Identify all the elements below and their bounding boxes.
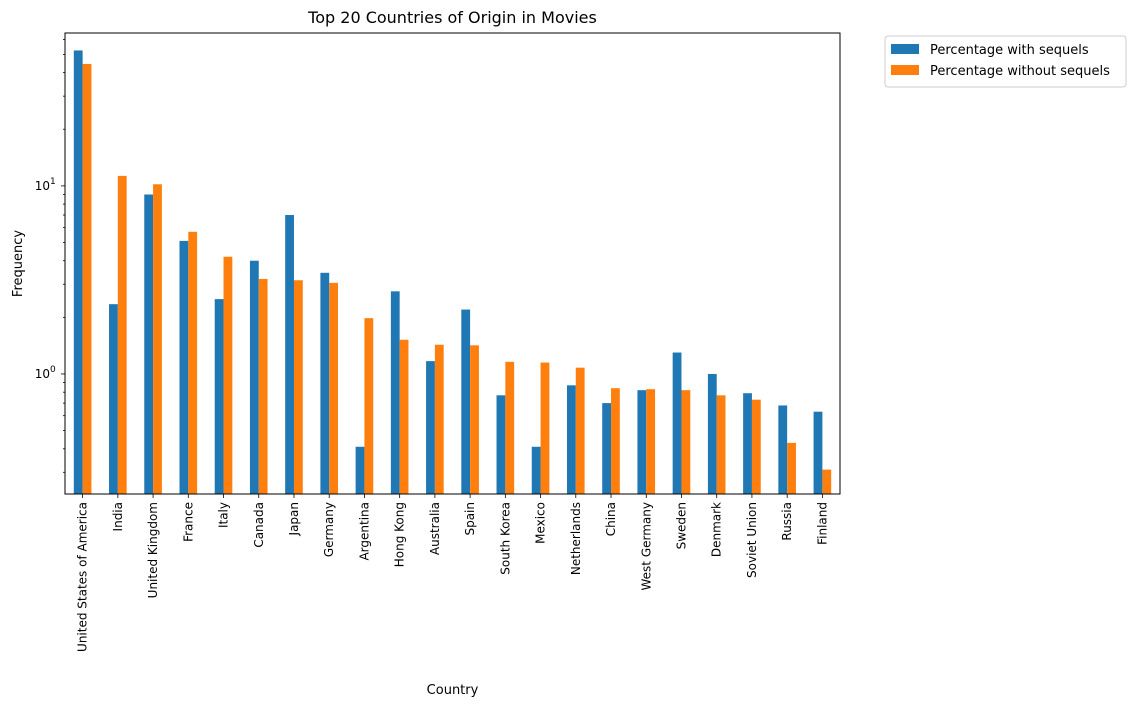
bar-without-sequels xyxy=(470,345,479,494)
bar-with-sequels xyxy=(637,390,647,494)
y-tick-exponent: 1 xyxy=(50,177,56,187)
bar-with-sequels xyxy=(531,446,541,494)
bar-without-sequels xyxy=(822,469,832,494)
bar-with-sequels xyxy=(285,215,294,494)
bar-with-sequels xyxy=(778,405,788,494)
bar-without-sequels xyxy=(153,184,162,495)
bar-without-sequels xyxy=(751,399,761,494)
legend-frame xyxy=(884,35,1127,88)
bar-with-sequels xyxy=(707,373,717,494)
bar-without-sequels xyxy=(505,361,515,494)
plot-frame xyxy=(64,32,841,495)
bar-without-sequels xyxy=(293,280,303,494)
x-tick-label: Netherlands xyxy=(569,502,583,575)
bar-with-sequels xyxy=(390,291,400,494)
bar-with-sequels xyxy=(73,50,83,495)
bar-with-sequels xyxy=(109,304,118,494)
x-tick-label: Mexico xyxy=(534,502,548,544)
bar-with-sequels xyxy=(355,446,365,494)
x-tick-label: United States of America xyxy=(76,502,90,652)
bar-without-sequels xyxy=(82,63,92,495)
bar-with-sequels xyxy=(426,361,435,494)
x-tick-label: China xyxy=(604,502,618,536)
bar-without-sequels xyxy=(399,339,409,494)
bar-with-sequels xyxy=(566,385,576,494)
bar-without-sequels xyxy=(716,395,726,494)
bar-with-sequels xyxy=(743,393,752,494)
x-tick-label: Hong Kong xyxy=(393,502,407,567)
bar-with-sequels xyxy=(249,260,259,494)
bar-without-sequels xyxy=(258,278,268,494)
x-tick-label: India xyxy=(111,502,125,531)
x-axis-label: Country xyxy=(427,683,479,698)
x-tick-label: South Korea xyxy=(498,502,512,575)
x-tick-label: Soviet Union xyxy=(745,502,759,578)
chart-title: Top 20 Countries of Origin in Movies xyxy=(307,8,597,27)
x-tick-label: Australia xyxy=(428,502,442,555)
x-tick-label: West Germany xyxy=(639,502,653,590)
x-tick-label: Argentina xyxy=(357,502,371,561)
bar-with-sequels xyxy=(214,299,224,494)
x-axis: United States of America India United King… xyxy=(76,494,829,652)
bar-without-sequels xyxy=(681,390,691,494)
x-tick-label: Spain xyxy=(463,502,477,536)
x-tick-label: Russia xyxy=(780,502,794,541)
bar-with-sequels xyxy=(496,395,506,494)
bar-without-sequels xyxy=(223,256,233,494)
bar-without-sequels xyxy=(540,362,550,494)
x-tick-label: Sweden xyxy=(674,502,688,549)
x-tick-label: Finland xyxy=(815,502,829,545)
x-tick-label: Denmark xyxy=(710,502,724,557)
bar-without-sequels xyxy=(364,318,374,494)
bar-with-sequels xyxy=(320,272,330,494)
bar-with-sequels xyxy=(144,194,154,494)
plot-area xyxy=(73,50,832,495)
y-tick-exponent: 0 xyxy=(50,365,56,375)
x-tick-label: United Kingdom xyxy=(146,502,160,598)
bar-without-sequels xyxy=(117,175,127,494)
bar-without-sequels xyxy=(434,344,444,494)
bar-without-sequels xyxy=(188,231,198,494)
bar-without-sequels xyxy=(646,389,656,494)
y-axis-label: Frequency xyxy=(11,230,26,297)
x-tick-label: Italy xyxy=(217,502,231,528)
legend: Percentage with sequels Percentage withou… xyxy=(884,35,1127,88)
bar-without-sequels xyxy=(611,388,620,494)
bar-without-sequels xyxy=(329,282,339,494)
bar-with-sequels xyxy=(461,309,471,494)
bar-without-sequels xyxy=(787,442,796,494)
bar-with-sequels xyxy=(672,352,682,494)
bar-with-sequels xyxy=(179,240,189,494)
x-tick-label: Canada xyxy=(252,502,266,548)
x-tick-label: Germany xyxy=(322,502,336,557)
y-tick-label: 10 xyxy=(35,179,50,193)
legend-label: Percentage with sequels xyxy=(930,43,1089,58)
y-tick-label: 10 xyxy=(35,367,50,381)
bar-without-sequels xyxy=(575,367,585,494)
bar-with-sequels xyxy=(813,411,823,494)
x-tick-label: Japan xyxy=(287,502,301,536)
legend-swatch xyxy=(891,44,919,54)
legend-label: Percentage without sequels xyxy=(930,64,1110,79)
legend-swatch xyxy=(891,65,919,75)
bar-with-sequels xyxy=(602,403,612,494)
x-tick-label: France xyxy=(181,502,195,542)
